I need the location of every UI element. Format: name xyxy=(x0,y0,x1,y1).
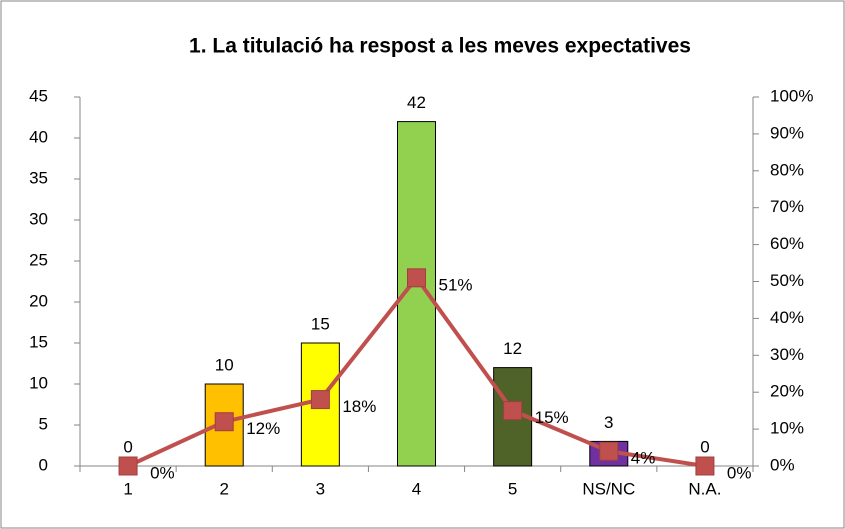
line-label: 51% xyxy=(439,275,473,294)
bar-label: 12 xyxy=(503,339,522,358)
y2-tick-label: 50% xyxy=(770,271,804,290)
x-tick-label: 5 xyxy=(508,479,517,498)
y2-tick-label: 70% xyxy=(770,197,804,216)
x-tick-label: NS/NC xyxy=(582,479,635,498)
bar-label: 3 xyxy=(604,413,613,432)
bar-label: 10 xyxy=(215,355,234,374)
y-tick-label: 45 xyxy=(29,86,48,105)
y-tick-label: 15 xyxy=(29,332,48,351)
line-label: 0% xyxy=(727,463,752,482)
bar-label: 42 xyxy=(407,93,426,112)
y-tick-label: 30 xyxy=(29,209,48,228)
y2-tick-label: 0% xyxy=(770,455,795,474)
y2-tick-label: 60% xyxy=(770,234,804,253)
line-marker xyxy=(118,456,138,476)
bar-label: 0 xyxy=(123,437,132,456)
x-tick-label: 4 xyxy=(412,479,421,498)
line-label: 15% xyxy=(535,408,569,427)
line-label: 4% xyxy=(631,449,656,468)
y2-tick-label: 100% xyxy=(770,86,813,105)
x-tick-label: 1 xyxy=(123,479,132,498)
y-tick-label: 20 xyxy=(29,291,48,310)
y2-tick-label: 40% xyxy=(770,308,804,327)
y-tick-label: 10 xyxy=(29,373,48,392)
bar-label: 15 xyxy=(311,314,330,333)
x-tick-label: 3 xyxy=(316,479,325,498)
line-marker xyxy=(214,412,234,432)
line-label: 18% xyxy=(342,397,376,416)
y2-tick-label: 30% xyxy=(770,345,804,364)
y-tick-label: 35 xyxy=(29,168,48,187)
line-marker xyxy=(407,268,426,288)
y-tick-label: 40 xyxy=(29,127,48,146)
line-marker xyxy=(599,441,619,461)
line-marker xyxy=(503,401,523,421)
x-tick-label: 2 xyxy=(219,479,228,498)
line-label: 0% xyxy=(150,463,175,482)
chart-title: 1. La titulació ha respost a les meves e… xyxy=(189,35,691,58)
y2-tick-label: 80% xyxy=(770,160,804,179)
y-tick-label: 25 xyxy=(29,250,48,269)
line-marker xyxy=(310,390,330,410)
y2-tick-label: 10% xyxy=(770,419,804,438)
y2-tick-label: 20% xyxy=(770,382,804,401)
x-tick-label: N.A. xyxy=(688,479,721,498)
y-tick-label: 0 xyxy=(39,455,48,474)
bar-label: 0 xyxy=(700,437,709,456)
y-tick-label: 5 xyxy=(39,414,48,433)
line-label: 12% xyxy=(246,419,280,438)
y2-tick-label: 90% xyxy=(770,123,804,142)
line-marker xyxy=(695,456,715,476)
